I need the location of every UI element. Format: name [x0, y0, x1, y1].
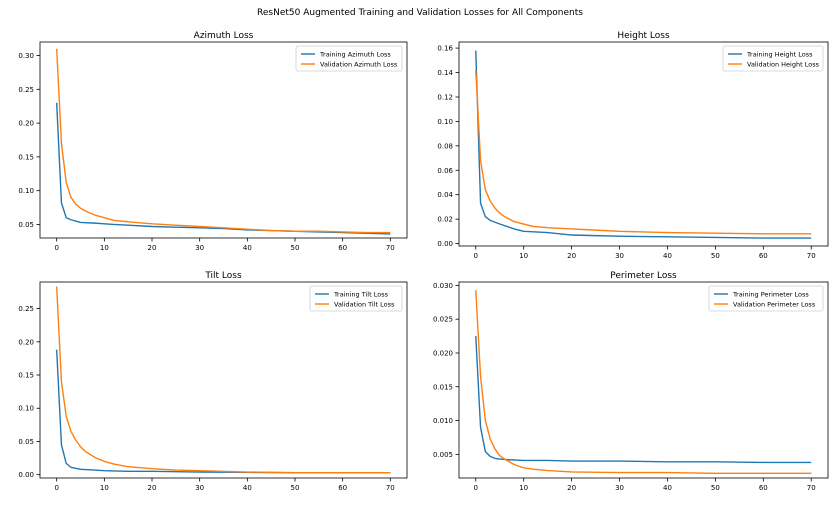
y-tick-label: 0.15	[18, 153, 34, 161]
x-tick-label: 10	[519, 252, 528, 260]
x-tick-label: 40	[663, 252, 672, 260]
legend-label: Training Tilt Loss	[333, 291, 389, 299]
x-tick-label: 20	[148, 244, 157, 252]
legend-label: Validation Azimuth Loss	[320, 61, 398, 69]
y-tick-label: 0.16	[437, 45, 453, 53]
x-tick-label: 10	[100, 244, 109, 252]
y-tick-label: 0.25	[18, 305, 34, 313]
y-tick-label: 0.025	[433, 316, 453, 324]
series-line-training-azimuth-loss	[55, 102, 391, 235]
y-tick-label: 0.015	[433, 383, 453, 391]
x-tick-label: 30	[195, 244, 204, 252]
x-tick-label: 40	[243, 244, 252, 252]
y-tick-label: 0.030	[433, 282, 453, 290]
x-tick-label: 0	[474, 252, 478, 260]
chart-title: Tilt Loss	[204, 271, 242, 281]
x-tick-label: 10	[519, 484, 528, 492]
y-tick-label: 0.30	[18, 52, 34, 60]
y-tick-label: 0.06	[437, 167, 453, 175]
x-tick-label: 60	[759, 252, 768, 260]
chart-title: Height Loss	[617, 31, 670, 41]
x-tick-label: 20	[148, 484, 157, 492]
series-line-validation-azimuth-loss	[55, 48, 391, 234]
legend: Training Azimuth Loss Validation Azimuth …	[295, 45, 403, 72]
legend-box	[309, 285, 403, 312]
legend-box	[708, 285, 824, 312]
y-tick-label: 0.020	[433, 349, 453, 357]
x-tick-label: 40	[663, 484, 672, 492]
legend-label: Training Perimeter Loss	[732, 291, 809, 299]
series-line-training-perimeter-loss	[475, 336, 812, 464]
plot-frame	[458, 281, 829, 479]
legend-label: Training Azimuth Loss	[319, 51, 391, 59]
legend-box	[722, 45, 824, 72]
x-tick-label: 0	[54, 244, 58, 252]
legend-box	[295, 45, 403, 72]
x-tick-label: 50	[711, 484, 720, 492]
series-line-validation-tilt-loss	[55, 286, 391, 474]
legend: Training Perimeter Loss Validation Perime…	[708, 285, 824, 312]
figure-suptitle: ResNet50 Augmented Training and Validati…	[257, 8, 583, 18]
y-tick-label: 0.14	[437, 69, 453, 77]
y-tick-label: 0.005	[433, 451, 453, 459]
legend: Training Height Loss Validation Height Lo…	[722, 45, 824, 72]
x-tick-label: 10	[100, 484, 109, 492]
x-tick-label: 0	[54, 484, 58, 492]
x-tick-label: 60	[338, 244, 347, 252]
y-tick-label: 0.010	[433, 417, 453, 425]
y-tick-label: 0.08	[437, 142, 453, 150]
legend-label: Validation Height Loss	[747, 61, 820, 69]
chart-title: Perimeter Loss	[610, 271, 677, 281]
legend-label: Validation Perimeter Loss	[733, 301, 816, 309]
x-tick-label: 20	[567, 252, 576, 260]
series-line-training-tilt-loss	[55, 349, 391, 474]
y-tick-label: 0.10	[18, 187, 34, 195]
plot-frame	[39, 281, 408, 479]
y-tick-label: 0.00	[437, 240, 453, 248]
x-tick-label: 60	[338, 484, 347, 492]
x-tick-label: 70	[807, 484, 816, 492]
x-tick-label: 30	[615, 484, 624, 492]
y-tick-label: 0.25	[18, 86, 34, 94]
y-tick-label: 0.20	[18, 120, 34, 128]
x-tick-label: 50	[291, 244, 300, 252]
y-tick-label: 0.02	[437, 216, 453, 224]
legend: Training Tilt Loss Validation Tilt Loss	[309, 285, 403, 312]
x-tick-label: 0	[474, 484, 478, 492]
x-tick-label: 70	[807, 252, 816, 260]
y-tick-label: 0.05	[18, 221, 34, 229]
legend-label: Validation Tilt Loss	[334, 301, 395, 309]
y-tick-label: 0.20	[18, 338, 34, 346]
series-line-validation-perimeter-loss	[475, 290, 812, 474]
x-tick-label: 70	[386, 484, 395, 492]
chart-panel-height-loss: Height Loss 0 10 20 30 40 50 60 70 0.00 0.02 0.04 0.…	[437, 31, 829, 260]
y-tick-label: 0.10	[437, 118, 453, 126]
y-tick-label: 0.15	[18, 372, 34, 380]
x-tick-label: 30	[195, 484, 204, 492]
y-tick-label: 0.10	[18, 405, 34, 413]
chart-title: Azimuth Loss	[194, 31, 254, 41]
y-tick-label: 0.05	[18, 438, 34, 446]
plot-frame	[39, 41, 408, 239]
legend-label: Training Height Loss	[746, 51, 813, 59]
chart-panel-perimeter-loss: Perimeter Loss 0 10 20 30 40 50 60 70 0.005 0.010 0…	[433, 271, 829, 492]
series-line-validation-height-loss	[475, 70, 812, 235]
x-tick-label: 50	[291, 484, 300, 492]
y-tick-label: 0.12	[437, 93, 453, 101]
x-tick-label: 40	[243, 484, 252, 492]
x-tick-label: 20	[567, 484, 576, 492]
y-tick-label: 0.00	[18, 471, 34, 479]
plot-frame	[458, 41, 829, 247]
chart-panel-azimuth-loss: Azimuth Loss 0 10 20 30 40 50 60 70 0.05 0.10 0.15 0…	[18, 31, 408, 252]
series-line-training-height-loss	[475, 50, 812, 239]
x-tick-label: 50	[711, 252, 720, 260]
y-tick-label: 0.04	[437, 191, 453, 199]
x-tick-label: 70	[386, 244, 395, 252]
x-tick-label: 60	[759, 484, 768, 492]
x-tick-label: 30	[615, 252, 624, 260]
chart-panel-tilt-loss: Tilt Loss 0 10 20 30 40 50 60 70 0.00 0.05 0.10 0.15…	[18, 271, 408, 492]
